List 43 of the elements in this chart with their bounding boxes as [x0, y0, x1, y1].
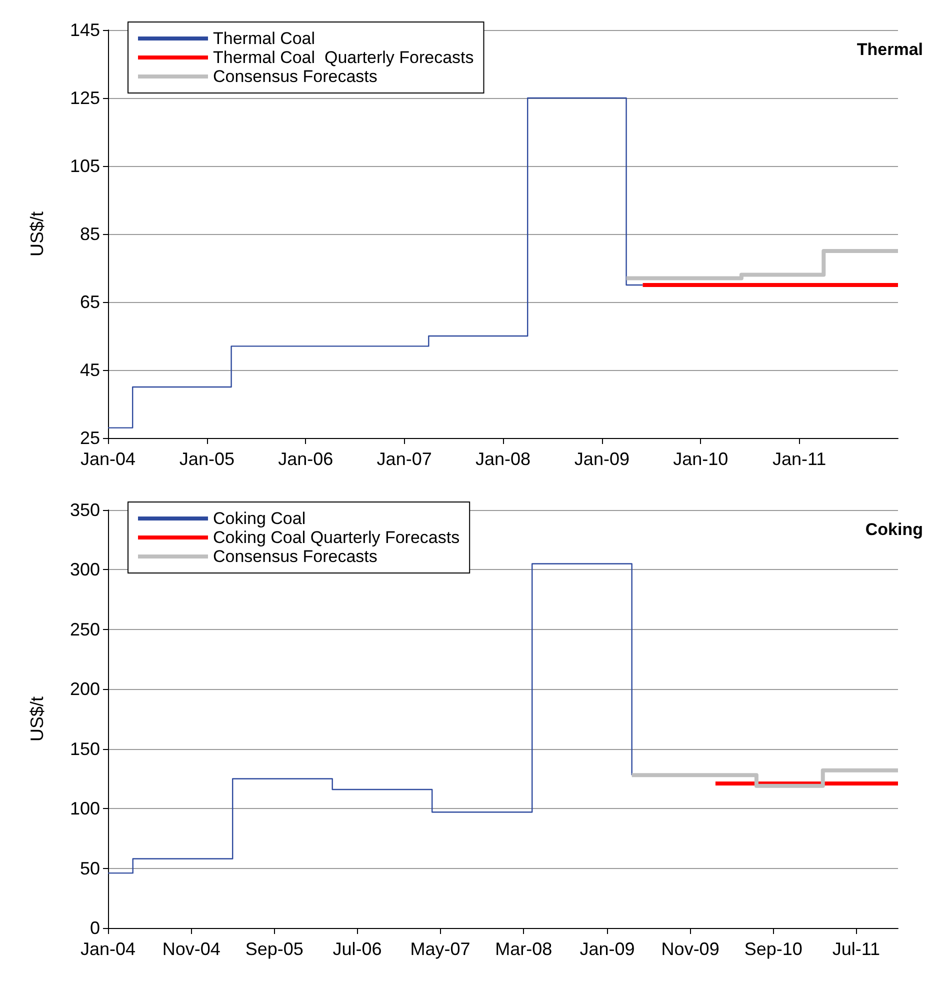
- x-tick-label: Mar-08: [495, 939, 552, 959]
- x-tick-label: Jan-09: [574, 449, 630, 469]
- y-tick-label: 300: [70, 560, 100, 580]
- x-tick-label: Jan-10: [673, 449, 728, 469]
- x-tick-label: Jan-08: [475, 449, 531, 469]
- y-tick-label: 125: [70, 88, 100, 108]
- x-tick-label: Jan-04: [80, 939, 136, 959]
- x-tick-label: Nov-04: [162, 939, 220, 959]
- y-tick-label: 45: [80, 360, 100, 380]
- x-tick-label: Nov-09: [661, 939, 720, 959]
- y-tick-label: 0: [90, 918, 100, 938]
- y-tick-label: 100: [70, 798, 100, 819]
- y-tick-label: 350: [70, 500, 100, 520]
- x-tick-label: Jan-05: [179, 449, 234, 469]
- legend-label: Consensus Forecasts: [213, 67, 378, 86]
- legend-label: Thermal Coal: [213, 29, 316, 48]
- y-tick-label: 65: [80, 292, 100, 312]
- x-tick-label: Jan-07: [376, 449, 432, 469]
- y-tick-label: 150: [70, 738, 100, 759]
- legend-label: Coking Coal Quarterly Forecasts: [213, 528, 460, 547]
- text: Thermal: [856, 40, 924, 59]
- y-tick-label: 50: [80, 858, 100, 878]
- x-tick-label: Sep-10: [744, 939, 802, 959]
- x-tick-label: Jan-04: [80, 449, 136, 469]
- x-tick-label: Jan-09: [580, 939, 635, 959]
- legend-label: Coking Coal: [213, 509, 306, 528]
- legend-label: Consensus Forecasts: [213, 547, 378, 566]
- x-tick-label: Jan-11: [772, 449, 826, 469]
- y-tick-label: 85: [80, 224, 100, 244]
- y-axis-title: US$/t: [27, 211, 47, 257]
- y-tick-label: 200: [70, 679, 100, 700]
- y-axis-title: US$/t: [27, 696, 47, 742]
- x-tick-label: Jan-06: [278, 449, 334, 469]
- x-tick-label: Jul-06: [332, 939, 382, 959]
- y-tick-label: 105: [70, 156, 100, 176]
- x-tick-label: Sep-05: [245, 939, 304, 959]
- x-tick-label: Jul-11: [832, 939, 880, 959]
- legend-label: Thermal Coal Quarterly Forecasts: [213, 48, 474, 67]
- text: Coking: [865, 520, 923, 539]
- x-tick-label: May-07: [410, 939, 470, 959]
- y-tick-label: 25: [80, 428, 100, 448]
- y-tick-label: 145: [70, 20, 100, 40]
- y-tick-label: 250: [70, 619, 100, 640]
